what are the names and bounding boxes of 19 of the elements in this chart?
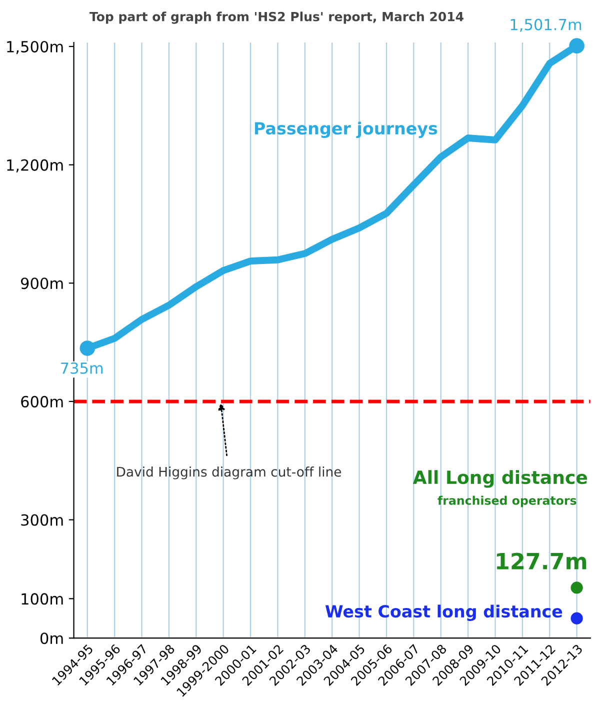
data-label: 127.7m [496,552,586,570]
data-label: 735m [61,362,103,374]
ref-line-label: David Higgins diagram cut-off line [117,466,342,480]
y-tick-label: 0m [40,632,63,644]
point [80,340,96,356]
point [570,582,583,594]
point [570,612,583,624]
point [569,38,584,54]
series-label: West Coast long distance [325,604,562,621]
y-tick-label: 1,200m [7,159,63,172]
text: All Long distance franchised operators [412,470,588,508]
y-tick-label: 900m [20,278,63,290]
chart-title: Top part of graph from 'HS2 Plus' report, March 2014 [90,12,464,24]
series-label: Passenger journeys [254,122,438,138]
y-tick-label: 300m [21,514,63,526]
data-label: 1,501.7m [510,18,582,32]
y-tick-label: 600m [21,396,63,408]
y-tick-label: 1,500m [7,40,63,54]
y-tick-label: 100m [22,593,63,605]
